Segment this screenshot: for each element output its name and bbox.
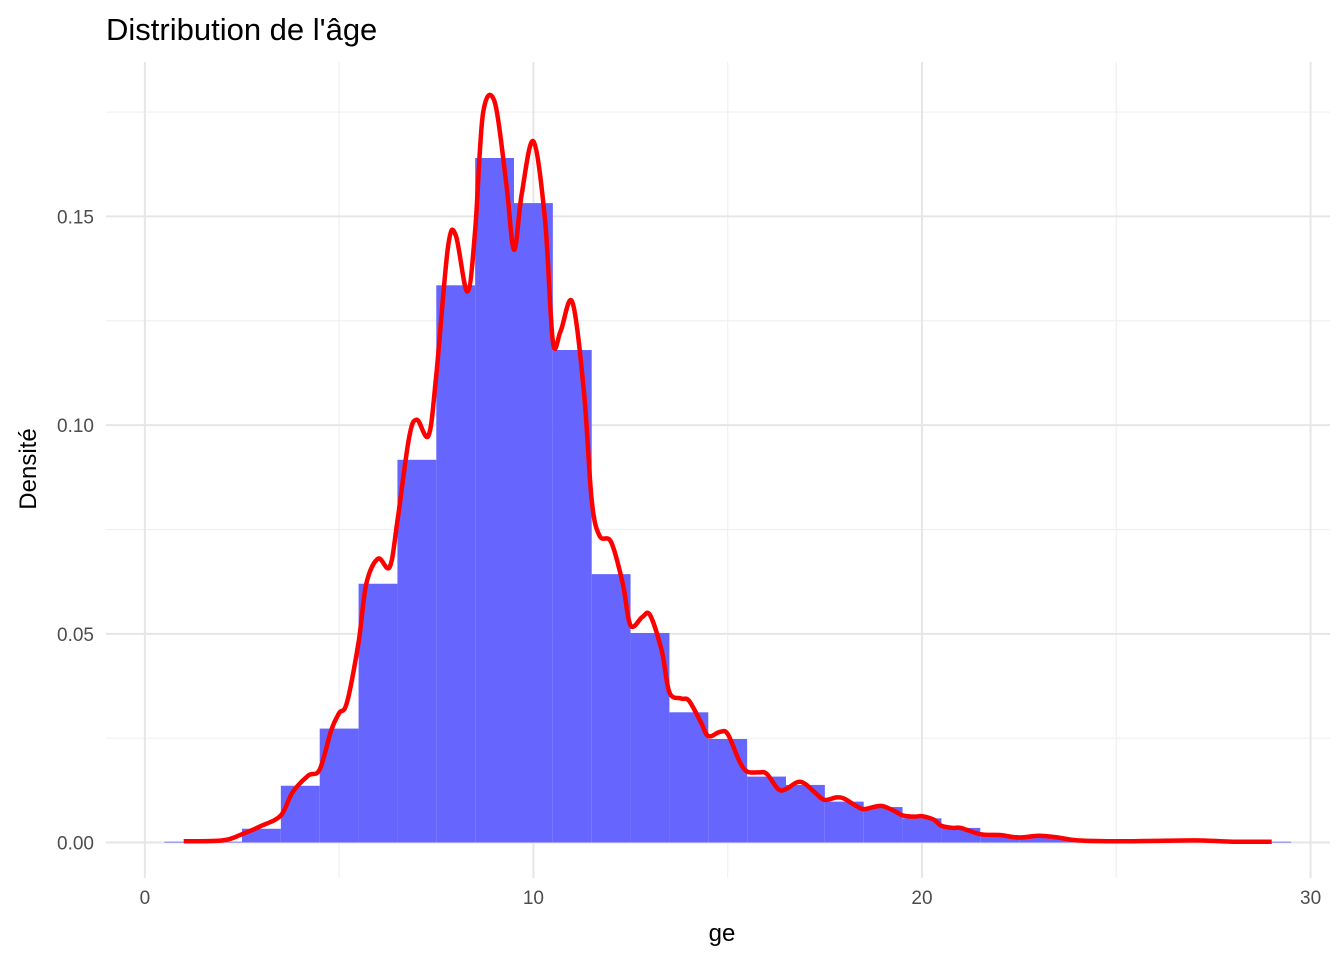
y-axis-tick-labels: 0.00 0.05 0.10 0.15 bbox=[57, 207, 94, 854]
histogram-bar bbox=[669, 712, 709, 843]
x-tick-label: 20 bbox=[911, 888, 932, 909]
grid-minor bbox=[106, 62, 1330, 878]
histogram-bar bbox=[747, 776, 786, 843]
histogram-bar bbox=[1252, 841, 1292, 843]
density-curve bbox=[183, 92, 1272, 844]
histogram-bar bbox=[280, 785, 320, 843]
histogram-bar bbox=[514, 203, 553, 843]
histogram-bar bbox=[1019, 837, 1058, 843]
y-axis-title: Densité bbox=[15, 428, 42, 509]
x-tick-label: 0 bbox=[140, 888, 151, 909]
histogram-bars bbox=[164, 158, 1292, 843]
histogram-bar bbox=[164, 841, 204, 843]
x-tick-label: 10 bbox=[523, 888, 544, 909]
chart-title: Distribution de l'âge bbox=[106, 12, 377, 47]
histogram-bar bbox=[708, 739, 748, 843]
y-tick-label: 0.10 bbox=[57, 416, 94, 437]
x-axis-tick-labels: 0 10 20 30 bbox=[140, 888, 1322, 909]
histogram-bar bbox=[358, 583, 398, 843]
y-tick-label: 0.05 bbox=[57, 625, 94, 646]
histogram-bar bbox=[980, 835, 1020, 843]
histogram-bar bbox=[436, 285, 476, 843]
y-tick-label: 0.00 bbox=[57, 834, 94, 855]
x-axis-title: ge bbox=[709, 920, 736, 947]
histogram-bar bbox=[591, 574, 631, 843]
y-tick-label: 0.15 bbox=[57, 207, 94, 228]
histogram-bar bbox=[397, 459, 437, 843]
histogram-bar bbox=[475, 158, 514, 843]
x-tick-label: 30 bbox=[1300, 888, 1321, 909]
